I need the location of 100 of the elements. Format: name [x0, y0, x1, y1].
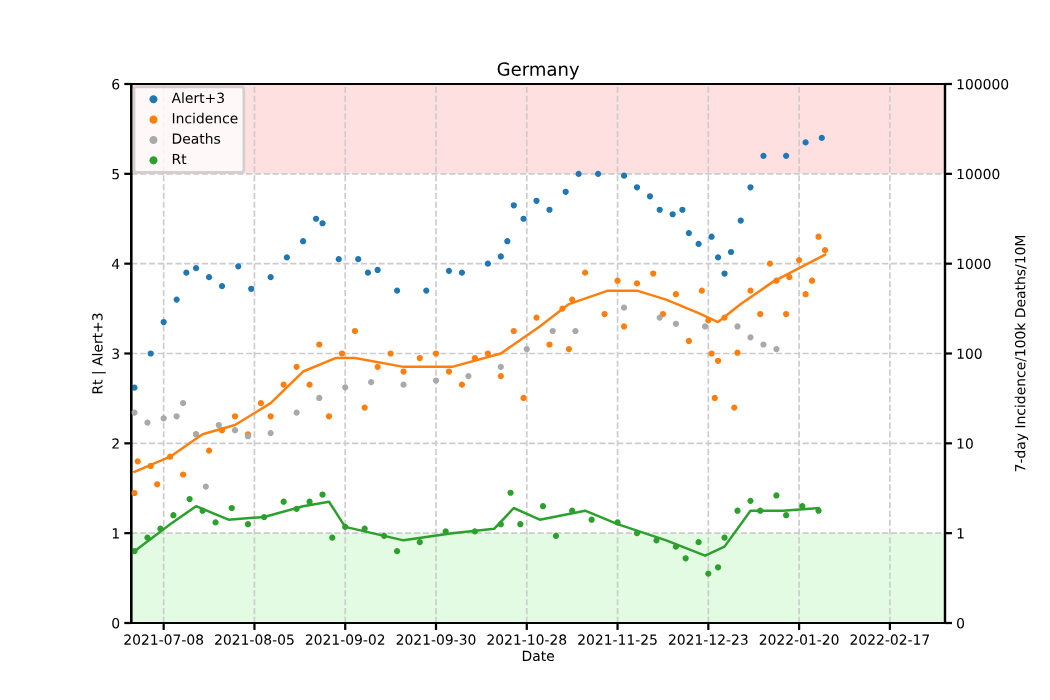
- point: [760, 152, 767, 159]
- point: [669, 211, 676, 218]
- point: [183, 269, 190, 276]
- point: [342, 384, 349, 391]
- point: [368, 379, 375, 386]
- point: [235, 263, 242, 270]
- point: [734, 507, 741, 514]
- point: [504, 238, 511, 245]
- point: [672, 320, 680, 327]
- point: [280, 498, 287, 505]
- point: [131, 409, 138, 416]
- point: [497, 363, 504, 370]
- point: [160, 318, 167, 326]
- point: [144, 419, 151, 426]
- point: [147, 350, 154, 357]
- point: [747, 497, 754, 504]
- point: [186, 495, 193, 503]
- point: [160, 415, 167, 422]
- point: [445, 267, 453, 274]
- point: [192, 265, 200, 272]
- point: [620, 304, 628, 311]
- point: [283, 254, 290, 261]
- point: [458, 269, 466, 276]
- point: [355, 256, 362, 263]
- point: [484, 260, 491, 267]
- point: [335, 256, 342, 263]
- point: [202, 483, 209, 490]
- point: [520, 215, 527, 222]
- point: [231, 427, 239, 434]
- point: [131, 384, 138, 391]
- point: [679, 206, 686, 213]
- point: [549, 327, 556, 335]
- point: [705, 570, 712, 577]
- point: [244, 521, 252, 528]
- point: [423, 287, 430, 294]
- point: [802, 139, 809, 146]
- point: [783, 152, 790, 159]
- point: [656, 206, 663, 213]
- point: [595, 170, 602, 177]
- point: [218, 283, 226, 290]
- point: [721, 270, 728, 277]
- point: [432, 377, 440, 384]
- point: [773, 492, 780, 499]
- point: [205, 274, 213, 281]
- point: [393, 287, 401, 294]
- point: [721, 534, 728, 541]
- point: [215, 421, 222, 429]
- point: [572, 327, 579, 335]
- point: [685, 230, 692, 237]
- point: [760, 341, 767, 348]
- point: [727, 248, 735, 256]
- point: [170, 512, 177, 519]
- point: [773, 345, 780, 353]
- point: [364, 269, 372, 276]
- point: [312, 215, 320, 222]
- point: [374, 266, 381, 274]
- point: [416, 539, 423, 546]
- point: [523, 345, 530, 353]
- point: [783, 512, 790, 519]
- point: [646, 193, 654, 200]
- point: [248, 285, 255, 292]
- point: [546, 206, 553, 213]
- point: [510, 202, 517, 209]
- point: [714, 254, 722, 261]
- point: [818, 134, 825, 142]
- point: [393, 548, 401, 555]
- point: [747, 334, 754, 341]
- point: [562, 188, 569, 195]
- point: [734, 323, 741, 330]
- point: [267, 429, 274, 437]
- point: [517, 521, 524, 528]
- point: [701, 323, 709, 330]
- chart-title: Germany: [497, 62, 580, 80]
- point: [507, 489, 514, 496]
- point: [173, 296, 180, 303]
- point: [173, 413, 180, 420]
- point: [539, 503, 547, 510]
- point: [329, 534, 336, 541]
- point: [180, 400, 187, 407]
- point: [620, 172, 628, 179]
- point: [316, 394, 323, 402]
- point: [228, 504, 235, 512]
- point: [212, 519, 219, 526]
- point: [497, 253, 504, 260]
- point: [552, 532, 560, 539]
- point: [465, 373, 472, 380]
- point: [575, 170, 582, 177]
- point: [633, 184, 641, 191]
- point: [319, 491, 326, 498]
- point: [708, 233, 715, 240]
- point: [737, 217, 744, 224]
- point: [588, 516, 595, 523]
- point: [695, 240, 702, 248]
- point: [299, 238, 307, 245]
- point: [293, 409, 300, 416]
- point: [267, 274, 274, 281]
- point: [695, 539, 702, 546]
- point: [400, 381, 407, 388]
- point: [533, 197, 540, 204]
- point: [319, 220, 326, 227]
